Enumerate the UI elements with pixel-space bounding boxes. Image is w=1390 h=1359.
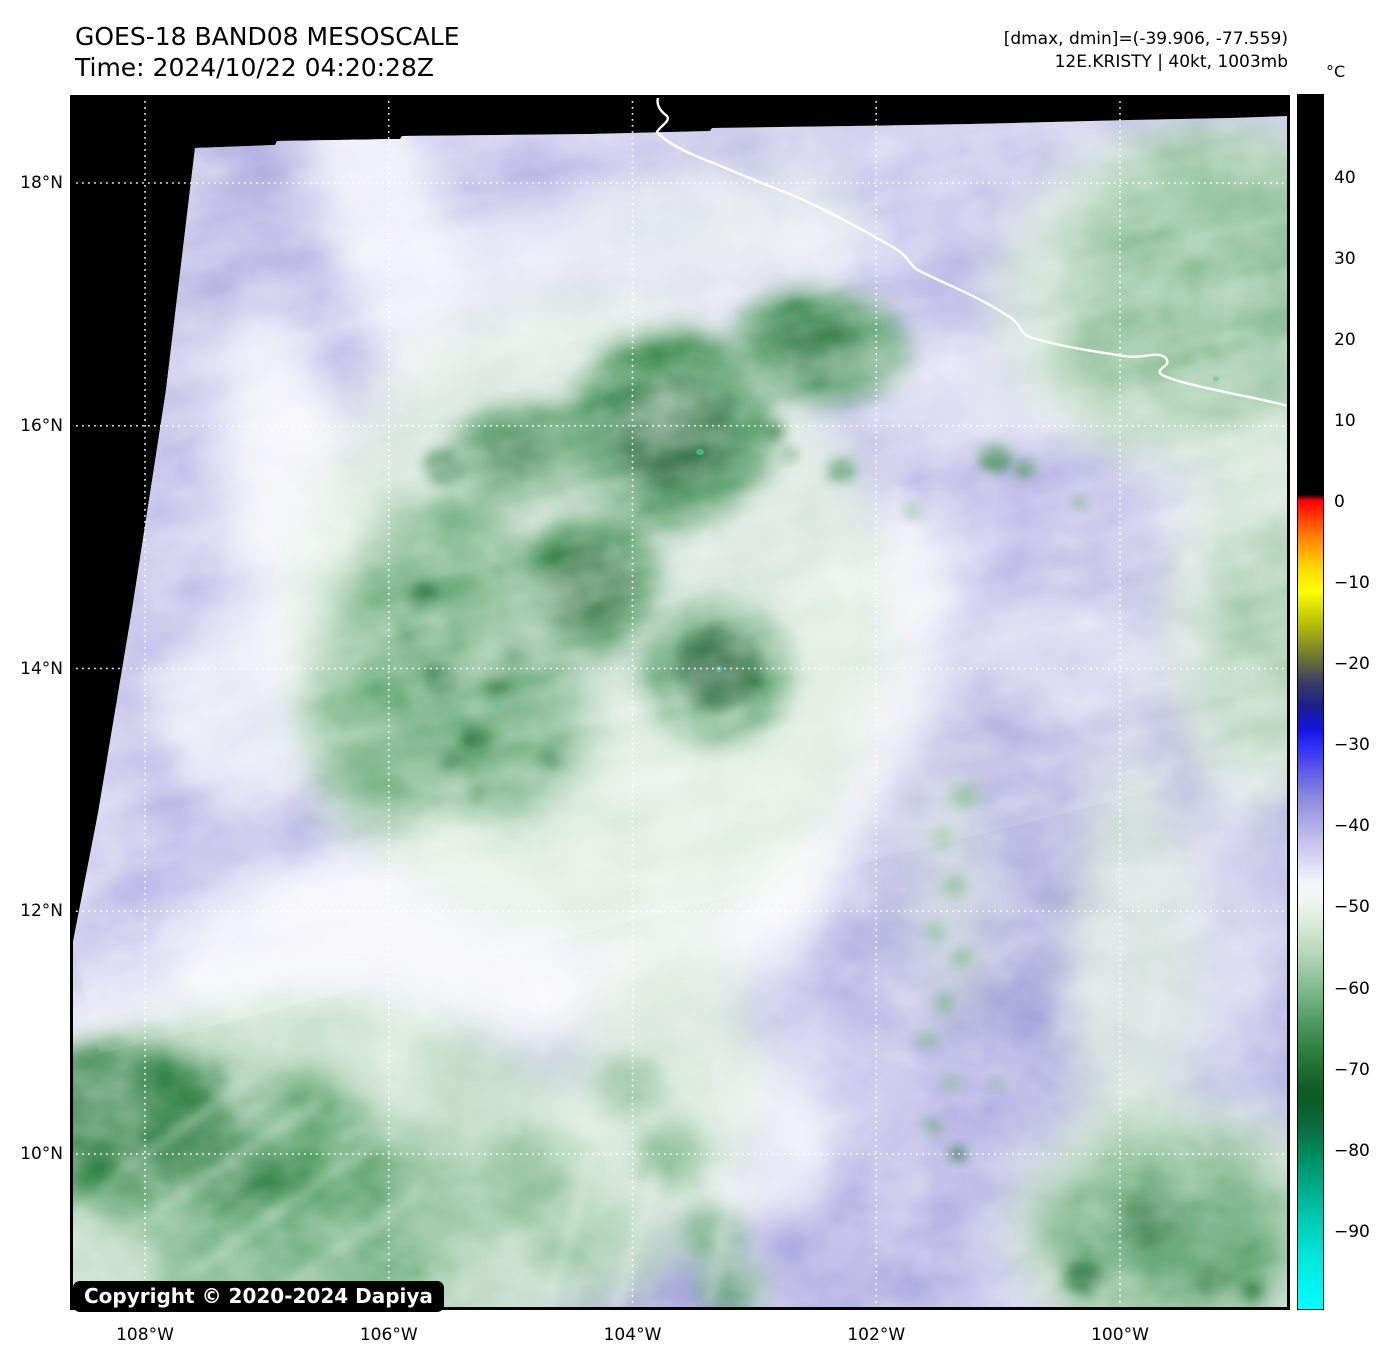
colorbar-tick-label: −20 xyxy=(1334,654,1370,675)
colorbar-tick-label: −40 xyxy=(1334,816,1370,837)
longitude-tick-label: 102°W xyxy=(847,1325,906,1345)
latitude-tick-label: 16°N xyxy=(20,415,63,436)
graticule xyxy=(70,95,1290,1310)
colorbar xyxy=(1297,94,1324,1310)
colorbar-unit-label: °C xyxy=(1326,62,1346,81)
copyright-badge: Copyright © 2020-2024 Dapiya xyxy=(73,1281,444,1312)
colorbar-tick-label: −80 xyxy=(1334,1140,1370,1161)
longitude-tick-label: 106°W xyxy=(359,1325,418,1345)
longitude-tick-label: 104°W xyxy=(603,1325,662,1345)
latitude-tick-label: 12°N xyxy=(20,901,63,922)
colorbar-tick-label: −50 xyxy=(1334,897,1370,918)
latitude-tick-label: 10°N xyxy=(20,1144,63,1164)
longitude-tick-label: 100°W xyxy=(1091,1325,1149,1345)
latitude-tick-label: 18°N xyxy=(20,173,63,193)
dmax-dmin-readout: [dmax, dmin]=(-39.906, -77.559) xyxy=(1003,29,1288,49)
colorbar-tick-label: 0 xyxy=(1334,492,1345,513)
longitude-tick-label: 108°W xyxy=(116,1325,174,1345)
timestamp: Time: 2024/10/22 04:20:28Z xyxy=(75,53,434,82)
page-title: GOES-18 BAND08 MESOSCALE xyxy=(75,22,460,51)
storm-readout: 12E.KRISTY | 40kt, 1003mb xyxy=(1054,52,1288,72)
coastline xyxy=(655,95,1290,408)
colorbar-tick-label: 40 xyxy=(1334,167,1356,188)
satellite-image xyxy=(70,95,1290,1310)
colorbar-tick-label: −10 xyxy=(1334,573,1370,594)
plot-frame xyxy=(70,95,1290,1310)
colorbar-tick-label: 10 xyxy=(1334,410,1356,431)
map-plot-area xyxy=(70,95,1290,1310)
header-right: [dmax, dmin]=(-39.906, -77.559) 12E.KRIS… xyxy=(1004,28,1288,74)
colorbar-tick-label: 30 xyxy=(1334,248,1356,269)
colorbar-tick-label: 20 xyxy=(1334,329,1356,350)
colorbar-tick-label: −30 xyxy=(1334,735,1370,756)
colorbar-tick-label: −70 xyxy=(1334,1059,1370,1080)
satellite-data-region xyxy=(70,116,1290,1310)
latitude-tick-label: 14°N xyxy=(20,658,63,679)
colorbar-tick-label: −90 xyxy=(1334,1221,1370,1242)
colorbar-tick-label: −60 xyxy=(1334,978,1370,999)
